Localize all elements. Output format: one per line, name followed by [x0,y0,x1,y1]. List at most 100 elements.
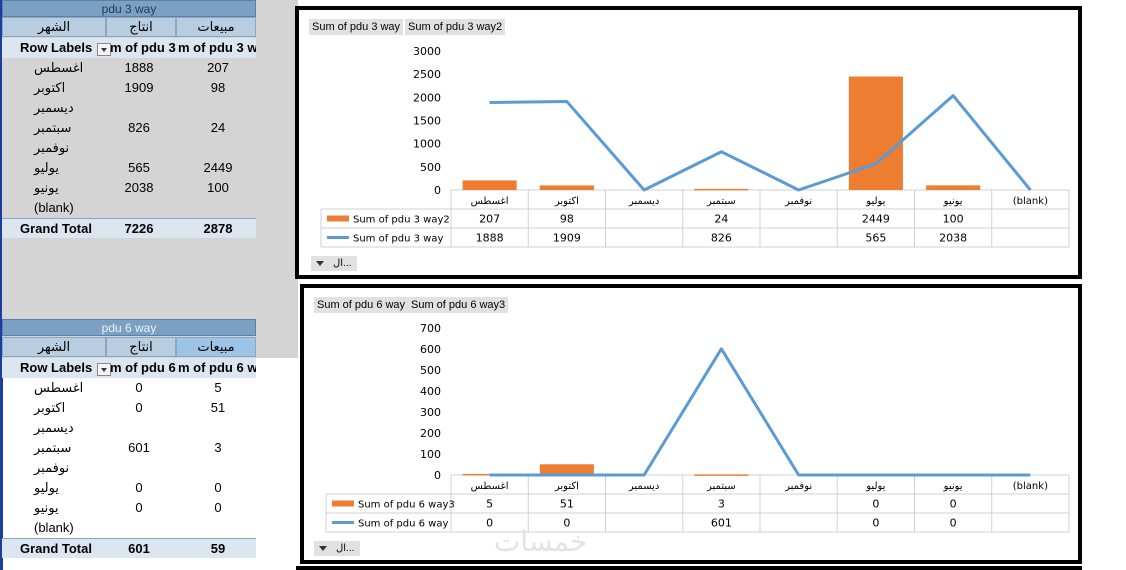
data-table-value: 1888 [476,232,504,245]
data-table-value: 2449 [862,213,890,226]
pivot-title: pdu 6 way [2,319,256,336]
pivot-chart-pdu6[interactable]: Sum of pdu 6 way Sum of pdu 6 way3 0 100 2… [300,284,1082,564]
bar[interactable] [539,464,594,475]
data-table-value: 565 [865,232,886,245]
category-label: ديسمبر [628,481,659,492]
table-row: سبتمبر 601 3 [2,438,256,458]
field-button-2[interactable]: Sum of pdu 3 way2 [405,19,506,35]
grand-total-label: Grand Total [20,221,92,236]
data-table-value: 5 [486,498,493,511]
category-label: يونيو [943,196,963,207]
data-table-value: 0 [872,517,879,530]
row-value-2: 2449 [203,160,233,175]
row-value-1: 0 [135,480,143,495]
row-value-1: 601 [128,440,150,455]
field-button-1[interactable]: Sum of pdu 3 way [309,19,404,35]
header-month[interactable]: الشهر [2,17,106,37]
row-label: يونيو [34,180,59,195]
axis-field-dropdown[interactable]: ال... [311,256,357,271]
series-line[interactable] [489,347,1031,477]
data-table-value: 100 [943,213,964,226]
bar[interactable] [462,473,517,476]
data-table-value: 207 [479,213,500,226]
row-value-1: 2038 [124,180,154,195]
table-row: سبتمبر 826 24 [2,118,256,138]
bar[interactable] [848,76,903,190]
table-row: يوليو 0 0 [2,478,256,498]
bar[interactable] [462,180,517,190]
table-row: يوليو 565 2449 [2,158,256,178]
header-production[interactable]: انتاج [106,17,176,37]
y-tick-label: 600 [420,343,441,356]
data-table-value: 1909 [553,232,581,245]
category-label: اغسطس [471,196,509,207]
filter-dropdown-icon[interactable] [97,43,111,56]
row-labels-text: Row Labels [20,40,93,55]
pivot2-white-area [2,358,298,570]
row-label: يونيو [34,500,59,515]
grand-total-label: Grand Total [20,541,92,556]
row-value-2: 0 [214,480,222,495]
table-row: نوفمبر [2,458,256,478]
category-label: يوليو [865,481,885,492]
y-tick-label: 3000 [413,45,441,58]
grand-total-row: Grand Total 7226 2878 [2,218,256,238]
bar[interactable] [694,474,749,476]
pivot-title: pdu 3 way [2,0,256,17]
data-table-value: 0 [563,517,570,530]
legend-swatch-bar [332,500,354,507]
field-button-1[interactable]: Sum of pdu 6 way [314,297,409,313]
y-tick-label: 0 [434,469,441,482]
category-label: سبتمبر [706,481,736,492]
axis-field-dropdown[interactable]: ال... [314,541,360,556]
data-table-value: 0 [872,498,879,511]
row-label: (blank) [34,520,74,535]
table-row: (blank) [2,518,256,538]
chart-plot: 0 500 1000 1500 2000 2500 3000 اغسطس اكتوبر ديسمب… [320,45,1070,248]
bar[interactable] [694,188,749,191]
row-label: اكتوبر [34,400,66,415]
sheet-left-border [0,358,3,570]
y-tick-label: 300 [420,406,441,419]
row-label: يوليو [34,480,59,495]
table-row: نوفمبر [2,138,256,158]
table-row: ديسمبر [2,98,256,118]
header-month[interactable]: الشهر [2,337,106,357]
grand-total-v2: 2878 [203,221,233,236]
y-tick-label: 700 [420,322,441,335]
col2-header: m of pdu 6 way3 [178,360,256,375]
row-label: ديسمبر [34,420,74,435]
row-label: نوفمبر [34,460,70,475]
row-value-1: 1909 [124,80,154,95]
header-production[interactable]: انتاج [106,337,176,357]
header-sales[interactable]: مبيعات [176,17,256,37]
field-button-2[interactable]: Sum of pdu 6 way3 [408,297,509,313]
bar[interactable] [926,185,981,190]
data-table-value: 601 [711,517,732,530]
category-label: اغسطس [471,481,509,492]
table-row: يونيو 2038 100 [2,178,256,198]
header-sales[interactable]: مبيعات [176,337,256,357]
col1-header: m of pdu 6 [110,360,176,375]
series-line[interactable] [489,94,1032,192]
bar[interactable] [539,185,594,190]
table-row: ديسمبر [2,418,256,438]
data-table-value: 0 [486,517,493,530]
y-tick-label: 2000 [413,91,441,104]
row-label: سبتمبر [34,120,72,135]
table-row: اكتوبر 1909 98 [2,78,256,98]
row-value-1: 0 [135,400,143,415]
row-value-2: 5 [214,380,222,395]
table-row: اغسطس 0 5 [2,378,256,398]
category-label: نوفمبر [784,196,812,207]
row-value-2: 51 [210,400,226,415]
row-label: (blank) [34,200,74,215]
data-table-value: 0 [950,498,957,511]
pivot-chart-pdu3[interactable]: Sum of pdu 3 way Sum of pdu 3 way2 0 500 1… [295,6,1082,279]
filter-dropdown-icon[interactable] [97,363,111,376]
row-labels-header: Row Labels m of pdu 3 m of pdu 3 way2 [2,38,256,58]
data-table-value: 2038 [939,232,967,245]
row-value-1: 0 [135,500,143,515]
category-label: اكتوبر [554,196,579,207]
